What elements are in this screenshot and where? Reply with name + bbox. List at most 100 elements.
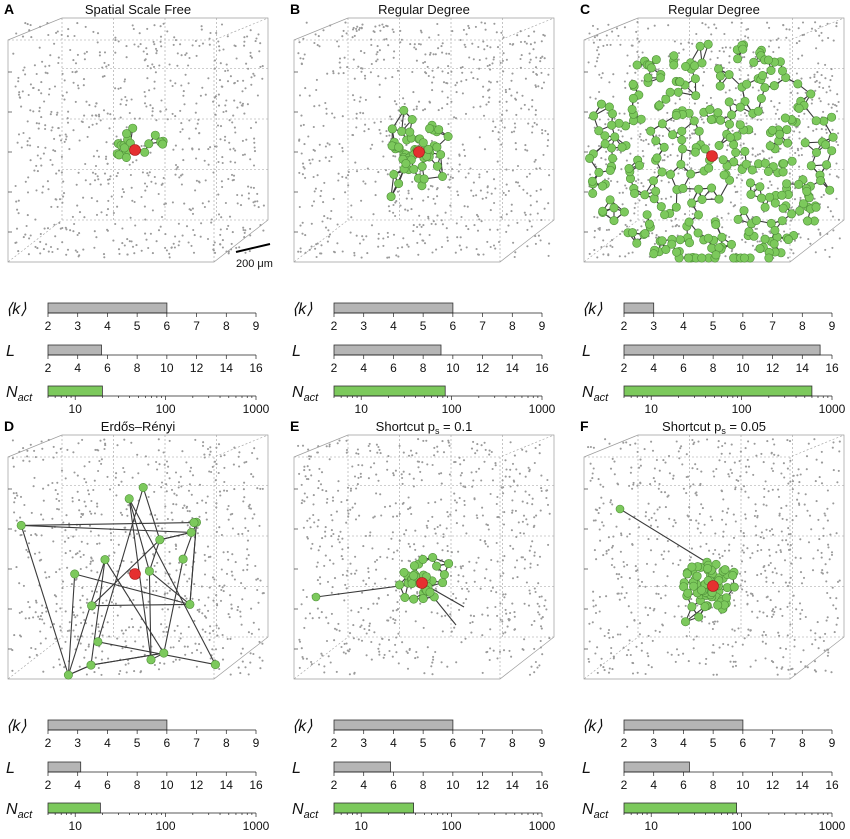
- network-node: [628, 105, 636, 113]
- background-dot: [75, 101, 77, 103]
- background-dot: [638, 56, 640, 58]
- background-dot: [435, 249, 437, 251]
- background-dot: [463, 29, 465, 31]
- background-dot: [477, 230, 479, 232]
- background-dot: [441, 483, 443, 485]
- metric-tick-label: 1000: [243, 819, 270, 833]
- background-dot: [544, 130, 546, 132]
- background-dot: [347, 184, 349, 186]
- background-dot: [350, 216, 352, 218]
- background-dot: [731, 22, 733, 24]
- network-node: [778, 67, 786, 75]
- background-dot: [37, 616, 39, 618]
- background-dot: [205, 512, 207, 514]
- background-dot: [25, 617, 27, 619]
- network-node: [641, 229, 649, 237]
- background-dot: [454, 499, 456, 501]
- background-dot: [766, 22, 768, 24]
- metric-label: L: [6, 343, 15, 360]
- background-dot: [124, 640, 126, 642]
- metric-tick-label: 10: [160, 361, 174, 375]
- background-dot: [482, 86, 484, 88]
- background-dot: [27, 214, 29, 216]
- background-dot: [703, 122, 705, 124]
- background-dot: [839, 237, 841, 239]
- background-dot: [103, 439, 105, 441]
- background-dot: [218, 526, 220, 528]
- background-dot: [217, 124, 219, 126]
- background-dot: [186, 507, 188, 509]
- background-dot: [44, 124, 46, 126]
- background-dot: [495, 591, 497, 593]
- background-dot: [38, 551, 40, 553]
- background-dot: [151, 63, 153, 65]
- background-dot: [490, 246, 492, 248]
- background-dot: [338, 535, 340, 537]
- background-dot: [57, 493, 59, 495]
- network-node: [812, 117, 820, 125]
- background-dot: [256, 200, 258, 202]
- background-dot: [59, 607, 61, 609]
- background-dot: [329, 458, 331, 460]
- background-dot: [338, 45, 340, 47]
- background-dot: [325, 108, 327, 110]
- network-node: [610, 204, 618, 212]
- background-dot: [370, 71, 372, 73]
- background-dot: [356, 26, 358, 28]
- background-dot: [302, 58, 304, 60]
- background-dot: [216, 603, 218, 605]
- metric-label: ⟨k⟩: [6, 301, 27, 318]
- background-dot: [85, 101, 87, 103]
- background-dot: [415, 620, 417, 622]
- background-dot: [224, 104, 226, 106]
- network-node: [641, 191, 649, 199]
- background-dot: [509, 43, 511, 45]
- background-dot: [111, 195, 113, 197]
- background-dot: [326, 445, 328, 447]
- background-dot: [36, 247, 38, 249]
- background-dot: [434, 203, 436, 205]
- background-dot: [362, 112, 364, 114]
- network-node: [676, 78, 684, 86]
- background-dot: [666, 112, 668, 114]
- background-dot: [643, 221, 645, 223]
- background-dot: [65, 227, 67, 229]
- background-dot: [56, 114, 58, 116]
- background-dot: [546, 479, 548, 481]
- metric-bar: [48, 386, 102, 396]
- background-dot: [221, 568, 223, 570]
- background-dot: [332, 500, 334, 502]
- background-dot: [221, 156, 223, 158]
- background-dot: [25, 181, 27, 183]
- background-dot: [701, 118, 703, 120]
- background-dot: [145, 455, 147, 457]
- network-node: [156, 536, 164, 544]
- background-dot: [97, 449, 99, 451]
- background-dot: [208, 200, 210, 202]
- background-dot: [437, 66, 439, 68]
- network-node: [705, 164, 713, 172]
- background-dot: [125, 629, 127, 631]
- background-dot: [225, 250, 227, 252]
- metric-bar: [334, 303, 453, 313]
- background-dot: [248, 673, 250, 675]
- background-dot: [27, 601, 29, 603]
- background-dot: [824, 249, 826, 251]
- background-dot: [379, 84, 381, 86]
- background-dot: [88, 104, 90, 106]
- background-dot: [40, 233, 42, 235]
- network-node: [158, 140, 166, 148]
- background-dot: [640, 139, 642, 141]
- metric-tick-label: 10: [736, 361, 750, 375]
- background-dot: [299, 641, 301, 643]
- background-dot: [341, 147, 343, 149]
- background-dot: [525, 491, 527, 493]
- background-dot: [78, 255, 80, 257]
- background-dot: [144, 219, 146, 221]
- background-dot: [479, 59, 481, 61]
- background-dot: [399, 513, 401, 515]
- background-dot: [76, 22, 78, 24]
- background-dot: [512, 548, 514, 550]
- background-dot: [67, 117, 69, 119]
- background-dot: [67, 249, 69, 251]
